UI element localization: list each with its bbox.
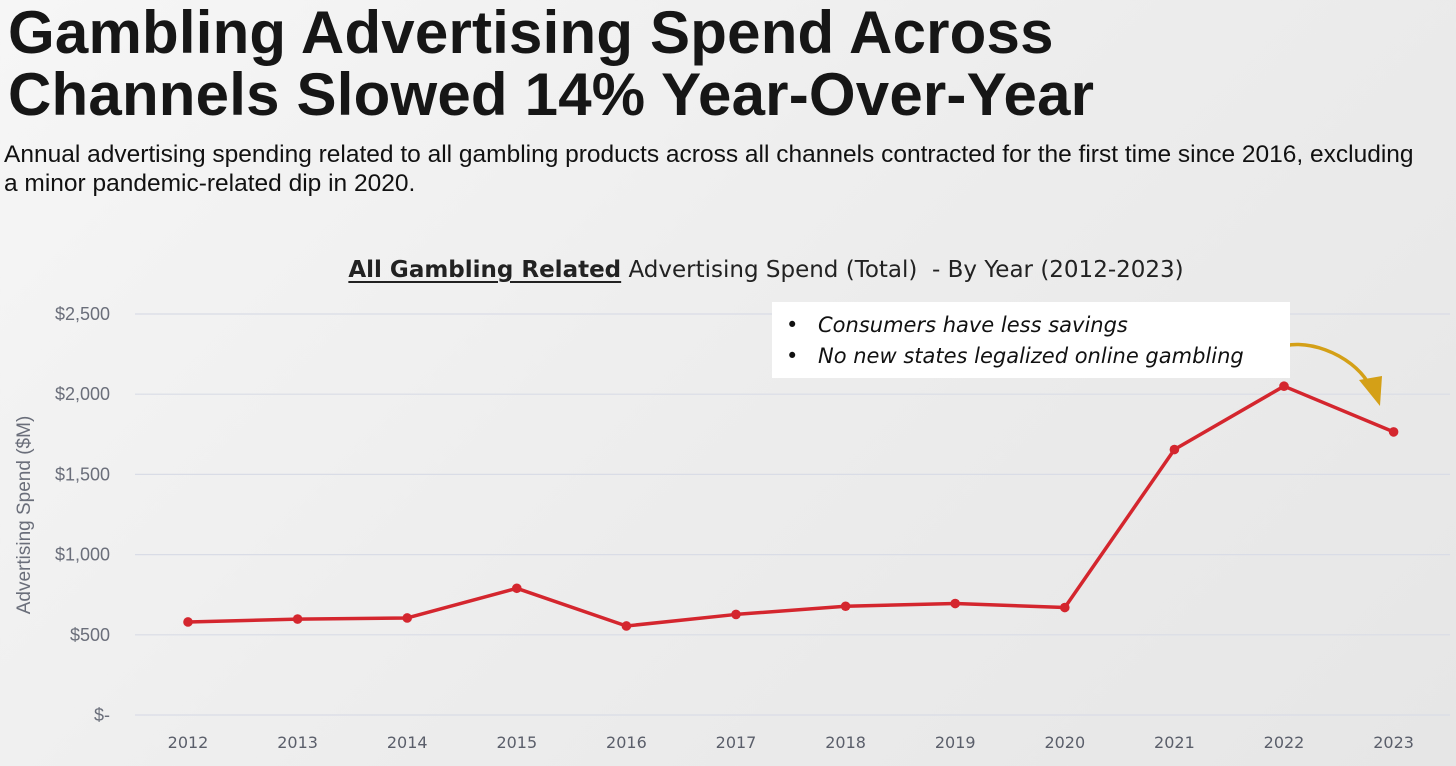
y-tick-label: $500: [70, 625, 110, 645]
annotation-text: Consumers have less savings: [818, 313, 1128, 337]
x-tick-label: 2018: [825, 733, 866, 752]
x-tick-label: 2014: [387, 733, 428, 752]
x-tick-label: 2023: [1373, 733, 1414, 752]
y-tick-label: $2,500: [55, 304, 110, 324]
data-point: [512, 583, 522, 594]
data-point: [950, 598, 960, 609]
data-point: [183, 617, 193, 627]
x-tick-label: 2020: [1044, 733, 1085, 752]
x-axis-ticks: 2012 2013 2014 2015 2016 2017 2018 2019 2020 2021…: [168, 733, 1414, 752]
headline-line-2: Channels Slowed 14% Year-Over-Year: [8, 61, 1095, 128]
data-point: [1388, 427, 1399, 437]
x-tick-label: 2012: [168, 733, 209, 752]
annotation-item: • No new states legalized online gambling: [784, 341, 1290, 372]
x-tick-label: 2022: [1264, 733, 1305, 752]
data-point: [402, 613, 413, 623]
annotation-text: No new states legalized online gambling: [818, 344, 1244, 368]
x-tick-label: 2015: [496, 733, 537, 752]
annotation-item: • Consumers have less savings: [784, 310, 1290, 341]
data-point: [292, 614, 303, 624]
data-point: [1279, 381, 1289, 391]
chart-title: All Gambling Related Advertising Spend (…: [0, 257, 1456, 283]
y-tick-label: $1,500: [55, 464, 110, 484]
x-tick-label: 2013: [277, 733, 318, 752]
y-tick-label: $-: [94, 705, 110, 725]
data-point: [1060, 602, 1070, 613]
bullet-icon: •: [786, 344, 799, 368]
chart-title-rest: Advertising Spend (Total) - By Year (201…: [621, 257, 1184, 283]
x-tick-label: 2016: [606, 733, 647, 752]
data-point: [840, 601, 851, 612]
x-tick-label: 2017: [716, 733, 757, 752]
x-tick-label: 2021: [1154, 733, 1195, 752]
series-line: [186, 384, 1396, 628]
subheadline: Annual advertising spending related to a…: [4, 141, 1414, 197]
data-point: [731, 609, 741, 620]
y-tick-label: $2,000: [55, 384, 110, 404]
y-tick-label: $1,000: [55, 545, 110, 565]
data-point: [621, 621, 632, 631]
headline: Gambling Advertising Spend Across Channe…: [8, 2, 1408, 126]
y-axis-label: Advertising Spend ($M): [14, 416, 35, 615]
x-tick-label: 2019: [935, 733, 976, 752]
curved-arrow-icon: [1275, 342, 1382, 406]
y-axis-ticks: $- $500 $1,000 $1,500 $2,000 $2,500: [55, 304, 110, 725]
data-point: [1169, 444, 1180, 455]
bullet-icon: •: [786, 313, 799, 337]
headline-line-1: Gambling Advertising Spend Across: [8, 0, 1054, 66]
series-layer: [183, 381, 1399, 631]
annotation-list: • Consumers have less savings • No new sta…: [784, 310, 1290, 372]
chart-title-emphasis: All Gambling Related: [348, 257, 622, 283]
annotation-box: • Consumers have less savings • No new sta…: [772, 302, 1290, 378]
